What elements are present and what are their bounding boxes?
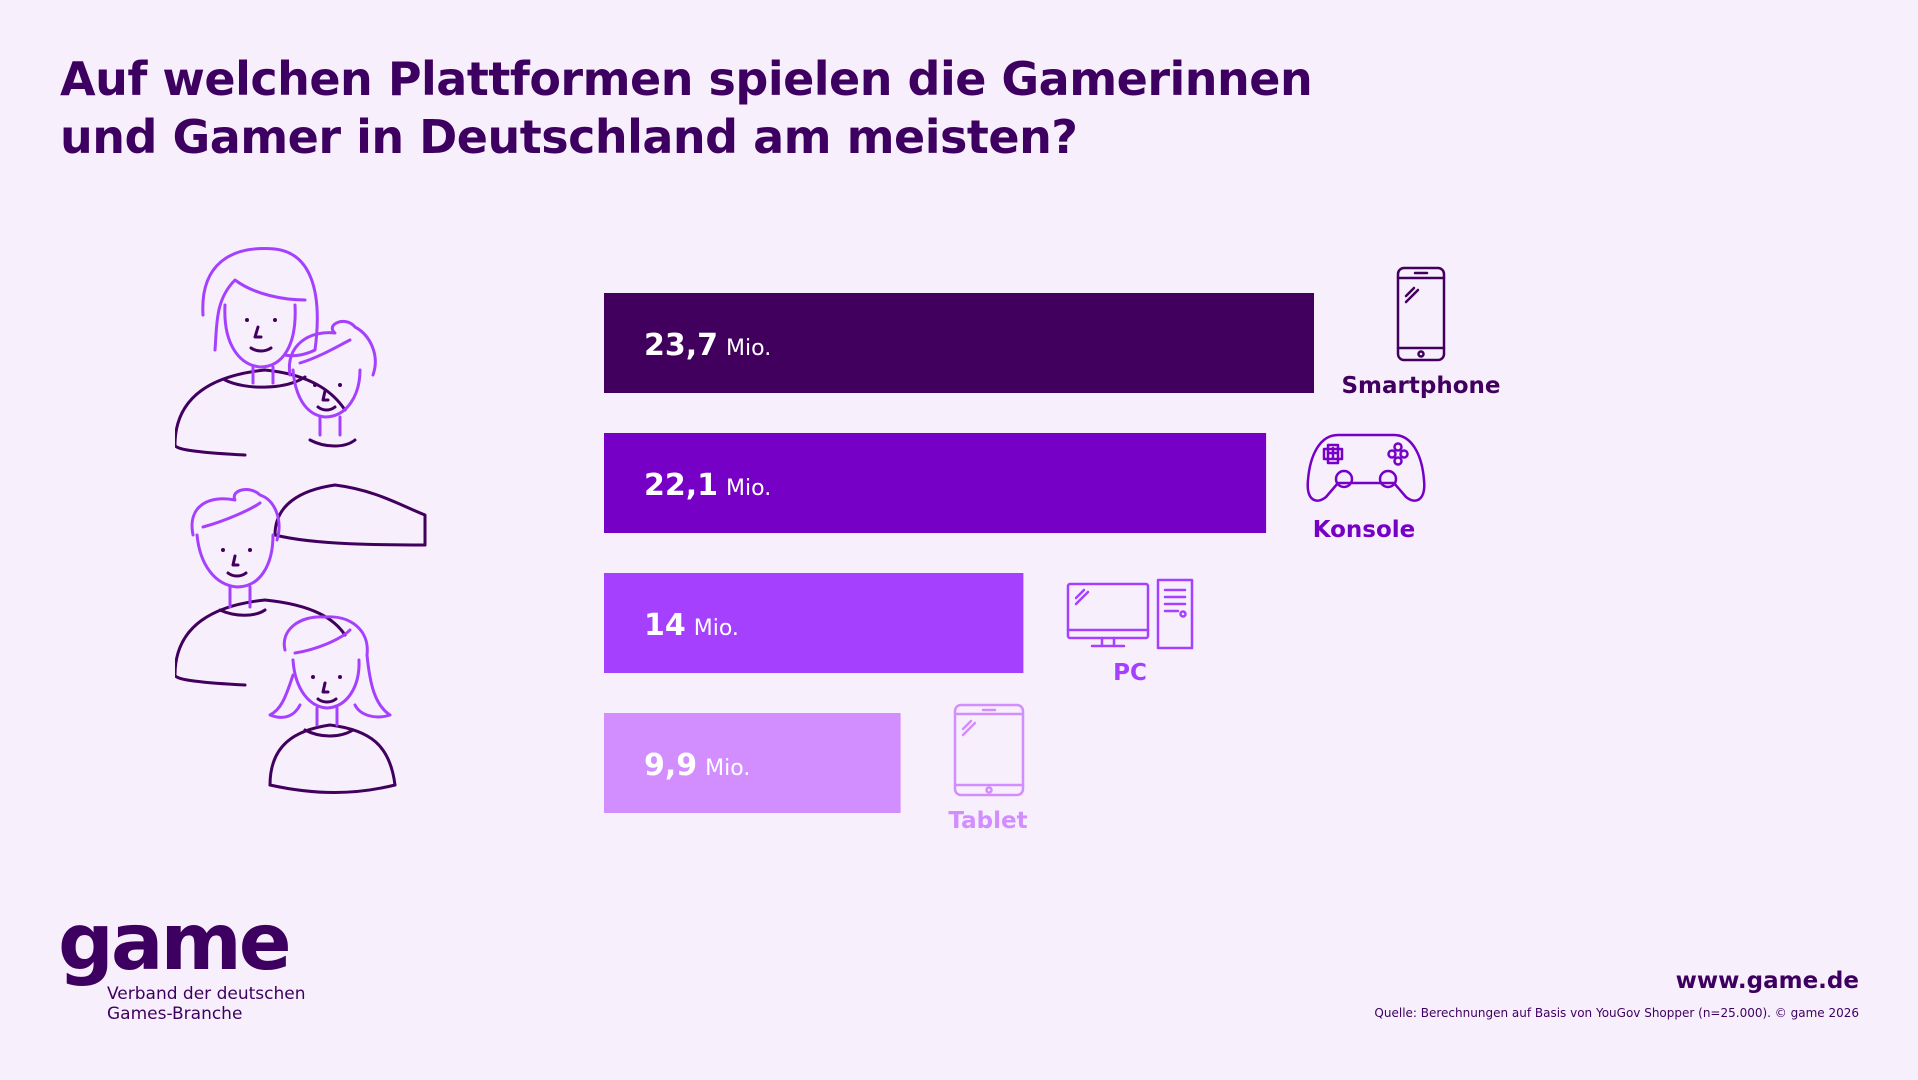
value-label-pc: 14 Mio. <box>644 608 739 643</box>
value-unit: Mio. <box>705 756 750 781</box>
value-unit: Mio. <box>694 616 739 641</box>
page-title: Auf welchen Plattformen spielen die Game… <box>60 50 1460 166</box>
game-logo: game <box>58 898 292 988</box>
bar-tablet <box>604 713 901 813</box>
bars-layer <box>604 293 1314 813</box>
person-woman-bottom <box>268 615 397 794</box>
value-number: 22,1 <box>644 468 718 503</box>
website-link[interactable]: www.game.de <box>1675 968 1859 994</box>
value-label-smartphone: 23,7 Mio. <box>644 328 771 363</box>
icons-layer <box>953 266 1446 797</box>
title-line-2: und Gamer in Deutschland am meisten? <box>60 110 1078 164</box>
value-unit: Mio. <box>726 476 771 501</box>
value-label-konsole: 22,1 Mio. <box>644 468 771 503</box>
value-unit: Mio. <box>726 336 771 361</box>
person-man-bottom <box>175 488 347 687</box>
smartphone-icon <box>1396 266 1446 362</box>
desktop-pc-icon <box>1066 578 1194 650</box>
value-number: 23,7 <box>644 328 718 363</box>
bar-pc <box>604 573 1024 673</box>
person-man-top <box>273 320 427 547</box>
source-note: Quelle: Berechnungen auf Basis von YouGo… <box>1374 1006 1859 1020</box>
logo-tagline: Verband der deutschen Games-Branche <box>107 984 305 1024</box>
people-illustration <box>175 247 427 794</box>
category-label-konsole: Konsole <box>1313 517 1416 543</box>
bar-konsole <box>604 433 1267 533</box>
logo-tagline-line-2: Games-Branche <box>107 1004 243 1024</box>
labels-layer: 23,7 Mio. Smartphone 22,1 Mio. Konsole 14 Mio. P… <box>644 328 1501 834</box>
category-label-smartphone: Smartphone <box>1341 373 1500 399</box>
category-label-pc: PC <box>1113 660 1147 686</box>
value-label-tablet: 9,9 Mio. <box>644 748 750 783</box>
category-label-tablet: Tablet <box>948 808 1027 834</box>
gamepad-icon <box>1306 433 1426 502</box>
value-number: 14 <box>644 608 686 643</box>
value-number: 9,9 <box>644 748 697 783</box>
person-woman-top <box>175 247 347 457</box>
title-line-1: Auf welchen Plattformen spielen die Game… <box>60 52 1313 106</box>
tablet-icon <box>953 703 1025 797</box>
logo-tagline-line-1: Verband der deutschen <box>107 984 306 1004</box>
bar-smartphone <box>604 293 1314 393</box>
